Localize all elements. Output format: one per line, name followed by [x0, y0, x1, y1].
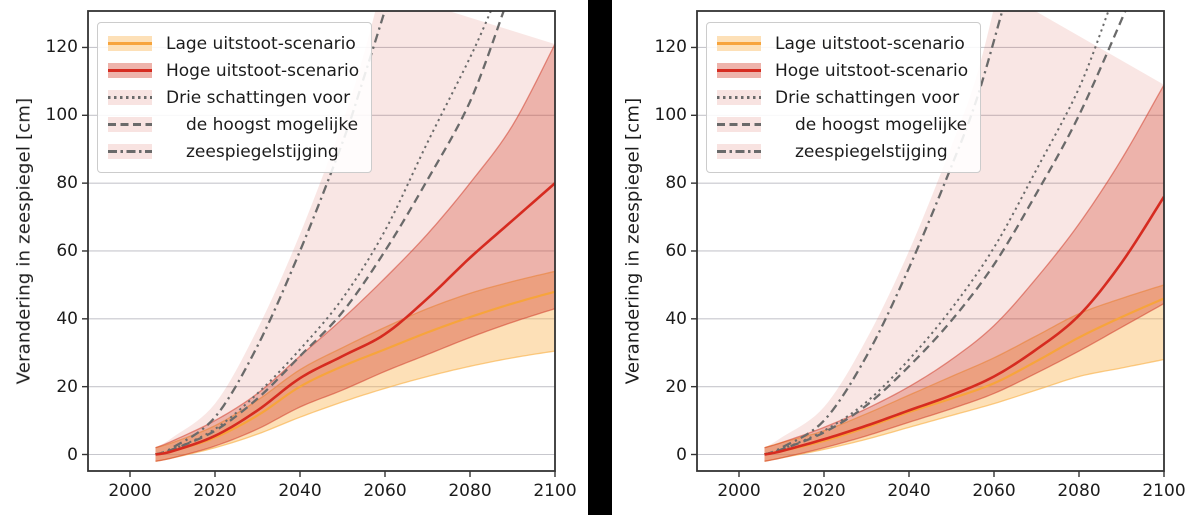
legend-label: Hoge uitstoot-scenario [166, 60, 360, 81]
dashdot-line-icon [108, 150, 152, 153]
legend-label: Hoge uitstoot-scenario [775, 60, 969, 81]
y-tick-label: 120 [654, 37, 687, 58]
y-axis-label-right: Verandering in zeespiegel [cm] [622, 97, 644, 385]
legend-row: Lage uitstoot-scenario [108, 30, 359, 57]
legend-row: de hoogst mogelijke [717, 111, 968, 138]
x-tick-label: 2100 [1142, 481, 1186, 501]
dashed-line-icon [717, 123, 761, 126]
y-tick-label: 20 [56, 376, 78, 397]
legend-row: zeespiegelstijging [108, 138, 359, 165]
y-axis-label-left: Verandering in zeespiegel [cm] [13, 97, 35, 385]
legend-dotted-swatch [717, 90, 761, 105]
y-tick-label: 20 [665, 376, 687, 397]
legend-label: Lage uitstoot-scenario [775, 33, 965, 54]
x-tick-label: 2020 [193, 481, 237, 501]
x-tick-label: 2000 [108, 481, 152, 501]
x-tick-label: 2080 [448, 481, 492, 501]
y-tick-label: 80 [665, 173, 687, 194]
x-tick-label: 2060 [972, 481, 1016, 501]
legend-solid-orange-swatch [717, 36, 761, 51]
legend-row: de hoogst mogelijke [108, 111, 359, 138]
dotted-line-icon [717, 96, 761, 99]
y-tick-label: 40 [56, 308, 78, 329]
y-tick-label: 60 [665, 240, 687, 261]
solid-red-line-icon [108, 69, 152, 72]
y-tick-label: 80 [56, 173, 78, 194]
solid-orange-line-icon [717, 42, 761, 45]
legend-label: zeespiegelstijging [795, 141, 948, 162]
legend-solid-orange-swatch [108, 36, 152, 51]
legend-solid-red-swatch [108, 63, 152, 78]
legend-label: de hoogst mogelijke [186, 114, 359, 135]
y-tick-label: 0 [676, 444, 687, 465]
solid-red-line-icon [717, 69, 761, 72]
y-tick-label: 120 [45, 37, 78, 58]
legend-left: Lage uitstoot-scenario Hoge uitstoot-scen… [97, 22, 373, 173]
legend-row: zeespiegelstijging [717, 138, 968, 165]
x-tick-label: 2080 [1057, 481, 1101, 501]
x-tick-label: 2040 [278, 481, 322, 501]
legend-row: Hoge uitstoot-scenario [108, 57, 359, 84]
dotted-line-icon [108, 96, 152, 99]
legend-dashed-swatch [108, 117, 152, 132]
x-tick-label: 2100 [533, 481, 577, 501]
legend-label: Lage uitstoot-scenario [166, 33, 356, 54]
legend-label: zeespiegelstijging [186, 141, 339, 162]
legend-dotted-swatch [108, 90, 152, 105]
legend-dashdot-swatch [108, 144, 152, 159]
x-tick-label: 2000 [717, 481, 761, 501]
legend-solid-red-swatch [717, 63, 761, 78]
legend-dashed-swatch [717, 117, 761, 132]
dashed-line-icon [108, 123, 152, 126]
legend-row: Drie schattingen voor [717, 84, 968, 111]
x-tick-label: 2060 [363, 481, 407, 501]
legend-dashdot-swatch [717, 144, 761, 159]
y-tick-label: 0 [67, 444, 78, 465]
legend-label: Drie schattingen voor [775, 87, 960, 108]
y-tick-label: 100 [45, 105, 78, 126]
legend-label: Drie schattingen voor [166, 87, 351, 108]
panel-divider [588, 0, 612, 515]
x-tick-label: 2040 [887, 481, 931, 501]
legend-label: de hoogst mogelijke [795, 114, 968, 135]
legend-right: Lage uitstoot-scenario Hoge uitstoot-scen… [706, 22, 982, 173]
dashdot-line-icon [717, 150, 761, 153]
legend-row: Lage uitstoot-scenario [717, 30, 968, 57]
legend-row: Hoge uitstoot-scenario [717, 57, 968, 84]
y-tick-label: 60 [56, 240, 78, 261]
solid-orange-line-icon [108, 42, 152, 45]
x-tick-label: 2020 [802, 481, 846, 501]
y-tick-label: 40 [665, 308, 687, 329]
legend-row: Drie schattingen voor [108, 84, 359, 111]
y-tick-label: 100 [654, 105, 687, 126]
